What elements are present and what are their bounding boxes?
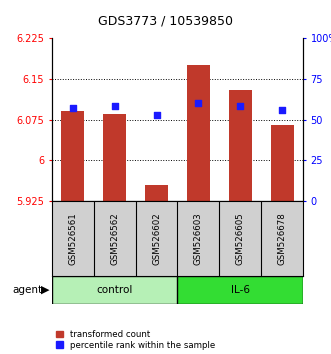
Bar	[145, 185, 168, 201]
Legend: transformed count, percentile rank within the sample: transformed count, percentile rank withi…	[56, 330, 215, 350]
Text: ▶: ▶	[41, 285, 50, 295]
Point	[238, 104, 243, 109]
Text: GSM526603: GSM526603	[194, 212, 203, 265]
Bar	[270, 125, 294, 201]
Text: GSM526678: GSM526678	[278, 212, 287, 265]
Bar	[103, 114, 126, 201]
Bar	[62, 112, 84, 201]
Text: GDS3773 / 10539850: GDS3773 / 10539850	[98, 15, 233, 28]
Text: GSM526605: GSM526605	[236, 212, 245, 265]
Point	[279, 107, 285, 113]
Text: IL-6: IL-6	[231, 285, 250, 295]
Bar	[52, 276, 177, 304]
Point	[154, 112, 159, 118]
Text: agent: agent	[12, 285, 42, 295]
Text: control: control	[97, 285, 133, 295]
Text: GSM526562: GSM526562	[110, 212, 119, 265]
Bar	[177, 276, 303, 304]
Text: GSM526561: GSM526561	[69, 212, 77, 265]
Point	[112, 104, 118, 109]
Point	[196, 101, 201, 106]
Bar	[229, 90, 252, 201]
Point	[70, 105, 75, 111]
Text: GSM526602: GSM526602	[152, 212, 161, 265]
Bar	[187, 65, 210, 201]
